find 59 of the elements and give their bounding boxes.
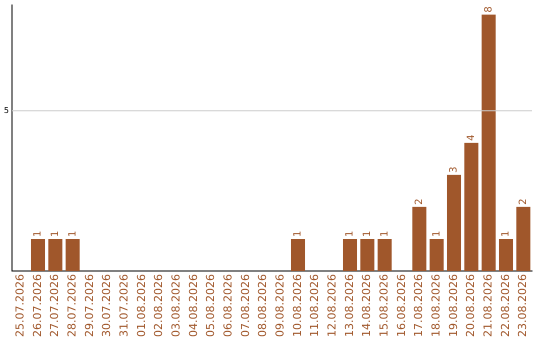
x-tick-label: 25.07.2026	[14, 274, 27, 338]
x-tick-label: 19.08.2026	[446, 274, 460, 338]
bar	[290, 238, 306, 272]
x-tick-label: 06.08.2026	[222, 274, 235, 338]
data-label: 1	[50, 230, 61, 237]
x-tick-label: 04.08.2026	[186, 274, 200, 338]
x-tick-label: 02.08.2026	[152, 274, 166, 338]
x-tick-label: 10.08.2026	[290, 274, 304, 338]
x-tick-label: 18.08.2026	[430, 274, 443, 338]
x-tick-label: 03.08.2026	[170, 274, 183, 338]
bar	[430, 238, 444, 272]
bar	[482, 14, 496, 272]
x-tick-label: 07.08.2026	[238, 274, 252, 338]
x-tick-label: 01.08.2026	[134, 274, 148, 338]
x-tick-label: 17.08.2026	[412, 274, 426, 338]
data-label: 1	[500, 230, 512, 237]
x-tick-label: 26.07.2026	[30, 274, 44, 338]
bar	[464, 142, 478, 272]
bar	[516, 206, 530, 272]
bar	[498, 238, 514, 272]
x-tick-label: 28.07.2026	[66, 274, 79, 338]
data-label: 1	[379, 230, 390, 237]
x-tick-label: 12.08.2026	[326, 274, 339, 338]
x-tick-label: 29.07.2026	[82, 274, 96, 338]
data-label: 8	[483, 6, 494, 13]
bar	[48, 238, 62, 272]
x-tick-label: 21.08.2026	[482, 274, 495, 338]
data-label: 3	[448, 166, 460, 173]
x-tick-label: 22.08.2026	[498, 274, 512, 338]
data-label: 1	[292, 230, 304, 237]
bar	[30, 238, 46, 272]
data-label: 1	[431, 230, 442, 237]
x-tick-label: 14.08.2026	[360, 274, 374, 338]
x-tick-label: 11.08.2026	[308, 274, 322, 338]
bar	[446, 174, 462, 272]
data-label: 1	[32, 230, 44, 237]
data-label: 4	[466, 134, 477, 141]
data-label: 1	[362, 230, 373, 237]
x-tick-label: 27.07.2026	[48, 274, 62, 338]
x-tick-label: 05.08.2026	[204, 274, 218, 338]
bar	[378, 238, 392, 272]
x-tick-label: 13.08.2026	[342, 274, 356, 338]
bar	[412, 206, 426, 272]
data-label: 1	[344, 230, 356, 237]
x-tick-label: 08.08.2026	[256, 274, 270, 338]
x-tick-label: 30.07.2026	[100, 274, 114, 338]
ref-line-label: 5	[4, 106, 9, 115]
data-label: 1	[67, 230, 78, 237]
x-tick-label: 23.08.2026	[516, 274, 530, 338]
x-tick-label: 20.08.2026	[464, 274, 478, 338]
x-tick-label: 16.08.2026	[394, 274, 408, 338]
x-tick-label: 09.08.2026	[274, 274, 287, 338]
data-label: 2	[414, 198, 425, 205]
data-label: 2	[518, 198, 529, 205]
x-tick-label: 31.07.2026	[118, 274, 131, 338]
bar	[360, 238, 374, 272]
x-tick-label: 15.08.2026	[378, 274, 391, 338]
bar	[342, 238, 358, 272]
bar	[66, 238, 80, 272]
